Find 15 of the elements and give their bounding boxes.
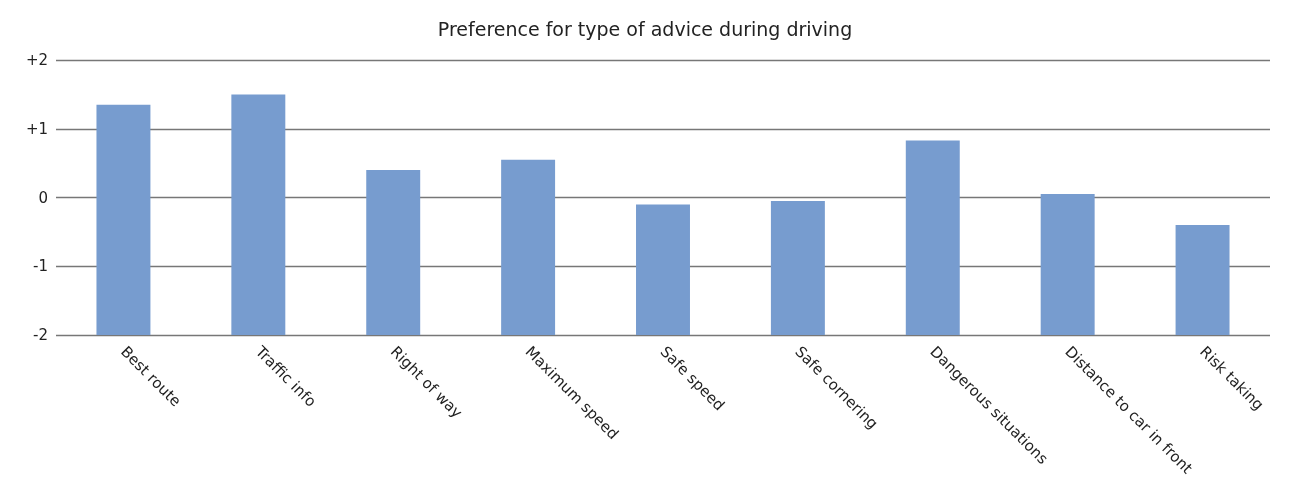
bar: [501, 159, 556, 335]
bar: [1040, 194, 1095, 335]
bar: [366, 170, 421, 335]
bar: [636, 204, 690, 335]
bar: [1175, 225, 1230, 335]
bar: [770, 200, 825, 335]
y-tick-label: -1: [33, 257, 48, 276]
y-tick-label: 0: [38, 188, 48, 207]
y-tick-label: +1: [25, 119, 48, 138]
bar: [905, 140, 960, 335]
bar: [231, 94, 286, 335]
y-tick-label: -2: [33, 326, 48, 344]
bar: [96, 104, 151, 335]
chart-title: Preference for type of advice during driving: [437, 17, 853, 40]
y-tick-label: +2: [25, 51, 48, 69]
